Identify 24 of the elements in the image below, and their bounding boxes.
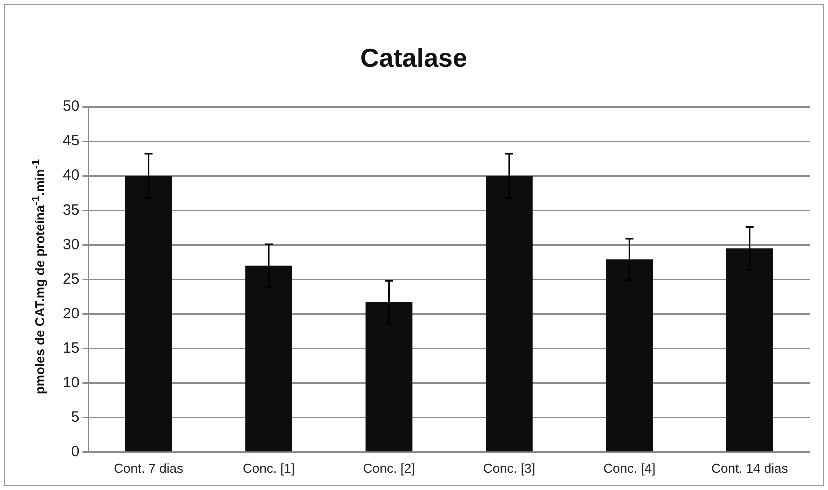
bar (125, 176, 172, 452)
x-tick-label: Cont. 14 dias (712, 460, 789, 476)
y-tick-label: 20 (62, 305, 80, 322)
x-tick-label: Conc. [2] (363, 460, 416, 476)
x-tick-label: Conc. [4] (604, 460, 656, 476)
y-tick-label: 45 (62, 132, 80, 150)
y-tick-label: 5 (71, 409, 80, 426)
x-tick-label: Conc. [1] (243, 460, 296, 476)
bar (246, 266, 292, 452)
bar (366, 302, 413, 452)
bar (726, 248, 774, 452)
y-tick-label: 50 (62, 98, 80, 116)
y-tick-label: 30 (62, 236, 80, 254)
y-tick-label: 0 (71, 444, 80, 461)
x-tick-label: Cont. 7 dias (114, 460, 184, 476)
y-tick-label: 40 (62, 167, 80, 184)
bar (606, 260, 654, 452)
chart-title: Catalase (360, 43, 468, 74)
y-tick-label: 25 (62, 270, 80, 288)
y-tick-label: 10 (62, 374, 80, 392)
y-tick-label: 35 (62, 202, 80, 219)
x-tick-label: Conc. [3] (483, 460, 536, 476)
bar (486, 176, 533, 452)
y-tick-label: 15 (62, 340, 80, 357)
